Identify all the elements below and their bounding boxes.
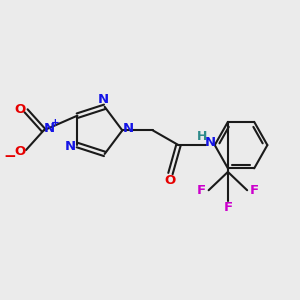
Text: N: N [65,140,76,153]
Text: N: N [122,122,134,135]
Text: H: H [197,130,207,143]
Text: F: F [250,184,259,197]
Text: F: F [223,201,232,214]
Text: N: N [98,93,109,106]
Text: O: O [14,145,25,158]
Text: F: F [197,184,206,197]
Text: O: O [165,174,176,187]
Text: +: + [50,118,59,128]
Text: −: − [3,149,16,164]
Text: N: N [205,136,216,149]
Text: O: O [14,103,25,116]
Text: N: N [44,122,55,135]
